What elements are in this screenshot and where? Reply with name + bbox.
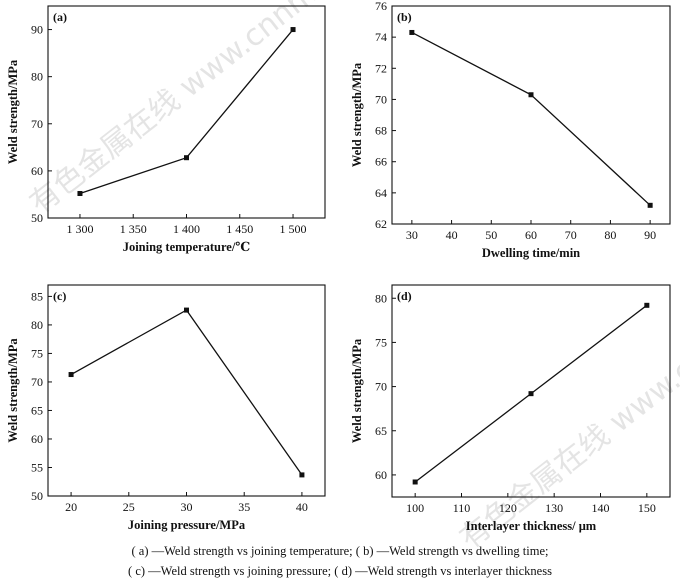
y-tick-label: 80 [31, 70, 43, 84]
data-point [184, 307, 189, 313]
data-point [644, 302, 650, 308]
panel-label: (b) [397, 10, 412, 24]
y-tick-label: 80 [31, 318, 43, 332]
y-tick-label: 68 [375, 124, 387, 138]
x-tick-label: 120 [499, 501, 517, 515]
y-tick-label: 80 [375, 291, 387, 305]
data-point [68, 372, 74, 378]
series-line [411, 31, 651, 206]
y-tick-label: 70 [375, 92, 387, 106]
y-axis-label: Weld strength/MPa [6, 59, 20, 164]
y-tick-label: 85 [31, 289, 43, 303]
y-tick-label: 70 [31, 117, 43, 131]
x-tick-label: 60 [525, 228, 537, 242]
y-tick-label: 72 [375, 61, 387, 75]
y-tick-label: 60 [31, 164, 43, 178]
panel-label: (a) [53, 10, 67, 24]
chart-panel-4: 100 110 120 130 140 150 60 65 70 75 80 Interlayer t… [350, 284, 671, 533]
chart-panel-2: 30 40 50 60 70 80 90 62 64 66 68 70 72 74 76 Dwelling t… [350, 0, 671, 260]
y-axis-label: Weld strength/MPa [6, 338, 20, 443]
data-point [290, 27, 296, 33]
y-tick-label: 75 [31, 346, 43, 360]
caption-line-1: ( a) —Weld strength vs joining temperatu… [131, 544, 549, 558]
x-tick-label: 25 [123, 500, 135, 514]
x-tick-label: 70 [565, 228, 577, 242]
y-tick-label: 90 [31, 23, 43, 37]
x-tick-label: 30 [181, 500, 193, 514]
y-tick-label: 76 [375, 0, 387, 13]
x-tick-label: 35 [238, 500, 250, 514]
y-tick-label: 70 [375, 380, 387, 394]
y-tick-label: 62 [375, 217, 387, 231]
x-tick-label: 80 [604, 228, 616, 242]
panel-label: (d) [397, 289, 412, 303]
data-point [77, 191, 83, 197]
data-point [528, 391, 534, 397]
plot-frame [391, 5, 671, 225]
y-tick-label: 50 [31, 489, 43, 503]
y-tick-label: 65 [31, 403, 43, 417]
x-tick-label: 1 400 [173, 222, 200, 236]
x-tick-label: 110 [453, 501, 471, 515]
x-tick-label: 1 450 [226, 222, 253, 236]
x-tick-label: 1 500 [280, 222, 307, 236]
watermark-1: 有色金属在线 www.cnnmol.com [23, 0, 402, 221]
plot-frame [391, 284, 671, 498]
y-tick-label: 65 [375, 424, 387, 438]
x-axis-label: Interlayer thickness/ μm [466, 519, 597, 533]
chart-panel-1: 1 300 1 350 1 400 1 450 1 500 50 60 70 80 90 Joini… [6, 5, 326, 254]
data-point [412, 479, 418, 485]
x-tick-label: 130 [545, 501, 563, 515]
x-tick-label: 30 [406, 228, 418, 242]
y-tick-label: 75 [375, 335, 387, 349]
y-tick-label: 60 [375, 468, 387, 482]
figure-caption: ( a) —Weld strength vs joining temperatu… [0, 541, 680, 581]
data-point [647, 202, 653, 208]
y-tick-label: 74 [375, 30, 387, 44]
caption-line-2: ( c) —Weld strength vs joining pressure;… [128, 564, 552, 578]
data-point [528, 92, 534, 98]
chart-panel-3: 20 25 30 35 40 50 55 60 65 70 75 80 85 Joining pressu… [6, 284, 326, 532]
x-axis-label: Dwelling time/min [482, 246, 580, 260]
y-axis-label: Weld strength/MPa [350, 338, 364, 443]
x-tick-label: 100 [406, 501, 424, 515]
y-tick-label: 70 [31, 375, 43, 389]
y-tick-label: 50 [31, 211, 43, 225]
x-tick-label: 50 [485, 228, 497, 242]
series-line [70, 309, 303, 476]
data-point [409, 29, 415, 35]
x-tick-label: 1 350 [120, 222, 147, 236]
x-axis-label: Joining temperature/℃ [123, 240, 251, 254]
y-tick-label: 55 [31, 460, 43, 474]
x-tick-label: 150 [638, 501, 656, 515]
x-tick-label: 40 [446, 228, 458, 242]
data-point [184, 155, 189, 161]
x-tick-label: 1 300 [66, 222, 93, 236]
plot-frame [47, 284, 326, 497]
x-tick-label: 40 [296, 500, 308, 514]
y-tick-label: 64 [375, 186, 387, 200]
y-tick-label: 66 [375, 155, 387, 169]
data-point [299, 472, 305, 478]
x-tick-label: 20 [65, 500, 77, 514]
x-axis-label: Joining pressure/MPa [128, 518, 246, 532]
panel-label: (c) [53, 289, 66, 303]
y-axis-label: Weld strength/MPa [350, 62, 364, 167]
x-tick-label: 90 [644, 228, 656, 242]
x-tick-label: 140 [592, 501, 610, 515]
y-tick-label: 60 [31, 432, 43, 446]
